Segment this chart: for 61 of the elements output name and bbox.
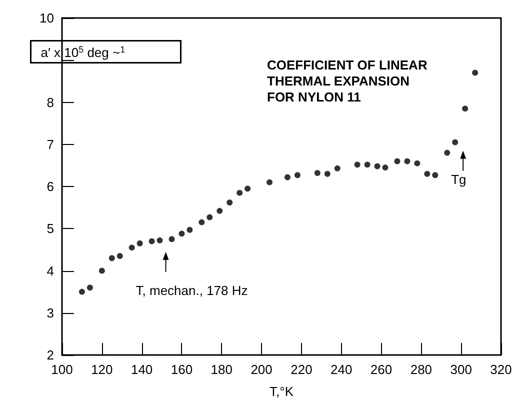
point <box>178 230 185 237</box>
x-tick-label: 200 <box>250 362 272 377</box>
point <box>424 170 430 177</box>
point <box>198 219 205 226</box>
point <box>108 255 115 262</box>
point <box>354 162 360 168</box>
point <box>472 70 478 76</box>
y-tick-label: 3 <box>46 305 54 320</box>
point <box>374 163 380 170</box>
x-tick-label: 300 <box>450 362 472 377</box>
point <box>462 106 468 112</box>
point <box>444 150 450 156</box>
point <box>266 179 273 186</box>
point <box>206 214 213 220</box>
point <box>294 172 300 178</box>
point <box>284 174 290 180</box>
y-tick-label: 7 <box>46 136 54 152</box>
point <box>116 253 123 260</box>
x-tick-label: 140 <box>130 362 153 377</box>
point <box>226 200 233 206</box>
point <box>334 165 340 172</box>
x-tick-label: 240 <box>330 362 352 377</box>
y-tick-label: 4 <box>46 263 54 278</box>
annotation: T, mechan., 178 Hz <box>136 282 248 298</box>
x-tick-label: 160 <box>170 362 193 377</box>
point <box>404 158 410 164</box>
point <box>98 268 105 274</box>
x-tick-label: 180 <box>210 362 232 377</box>
x-tick-label: 280 <box>410 362 432 377</box>
point <box>78 288 85 295</box>
point <box>382 164 388 171</box>
point <box>432 172 438 178</box>
point <box>156 237 163 244</box>
point <box>216 208 223 214</box>
point <box>148 238 155 244</box>
text: COEFFICIENT OF LINEAR THERMAL EXPANSION FOR NYLON 11 <box>267 58 428 104</box>
y-tick-label: 2 <box>46 348 54 362</box>
point <box>86 284 93 291</box>
x-tick-label: 100 <box>51 362 73 377</box>
point <box>236 190 243 196</box>
point <box>324 170 330 177</box>
point <box>128 244 135 251</box>
point <box>314 170 320 176</box>
point <box>186 226 193 233</box>
x-axis-title: T,°K <box>270 384 294 399</box>
x-tick-label: 320 <box>490 362 512 377</box>
point <box>244 186 251 192</box>
point <box>452 139 458 146</box>
y-tick-label: 8 <box>46 94 54 110</box>
point <box>136 240 143 246</box>
y-tick-label: 6 <box>46 179 54 194</box>
x-tick-label: 120 <box>91 362 113 377</box>
x-tick-label: 260 <box>370 362 392 377</box>
point <box>394 158 400 164</box>
point <box>364 162 370 168</box>
point <box>414 160 420 166</box>
point <box>168 236 175 242</box>
annotation: Tg <box>451 172 466 187</box>
y-tick-label: 5 <box>46 221 54 236</box>
y-tick-label: 10 <box>40 10 54 26</box>
x-tick-label: 220 <box>290 362 312 377</box>
